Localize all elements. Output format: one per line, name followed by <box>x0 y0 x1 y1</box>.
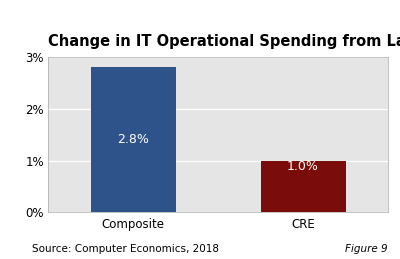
Bar <box>90 67 176 212</box>
Text: 1.0%: 1.0% <box>287 160 319 173</box>
Text: Figure 9: Figure 9 <box>345 244 388 254</box>
Text: Change in IT Operational Spending from Last Year: Change in IT Operational Spending from L… <box>48 34 400 49</box>
Text: 2.8%: 2.8% <box>117 133 149 146</box>
Bar <box>260 161 346 212</box>
Text: Source: Computer Economics, 2018: Source: Computer Economics, 2018 <box>32 244 219 254</box>
